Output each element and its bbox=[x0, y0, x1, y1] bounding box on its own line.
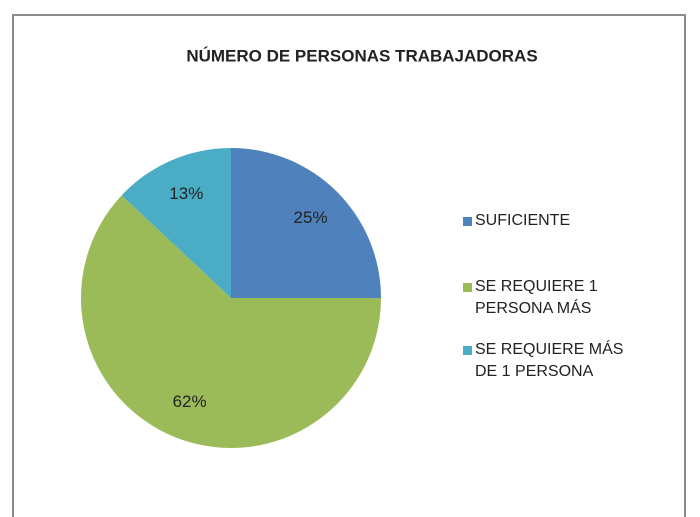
data-label: 62% bbox=[173, 392, 207, 411]
legend-item: SUFICIENTE bbox=[463, 210, 633, 232]
pie-slice bbox=[121, 148, 231, 298]
chart-frame bbox=[12, 14, 686, 517]
legend-item: SE REQUIERE 1 PERSONA MÁS bbox=[463, 276, 633, 320]
legend-swatch bbox=[463, 217, 472, 226]
legend-label: SE REQUIERE MÁS DE 1 PERSONA bbox=[475, 341, 624, 380]
chart-title: NÚMERO DE PERSONAS TRABAJADORAS bbox=[186, 46, 537, 65]
data-label: 13% bbox=[169, 184, 203, 203]
data-label: 25% bbox=[294, 208, 328, 227]
legend-swatch bbox=[463, 283, 472, 292]
pie-slice bbox=[231, 148, 381, 298]
legend-swatch bbox=[463, 346, 472, 355]
legend-item: SE REQUIERE MÁS DE 1 PERSONA bbox=[463, 339, 633, 383]
legend-label: SE REQUIERE 1 PERSONA MÁS bbox=[475, 278, 598, 317]
pie-slice bbox=[80, 195, 382, 448]
legend-label: SUFICIENTE bbox=[475, 212, 571, 229]
